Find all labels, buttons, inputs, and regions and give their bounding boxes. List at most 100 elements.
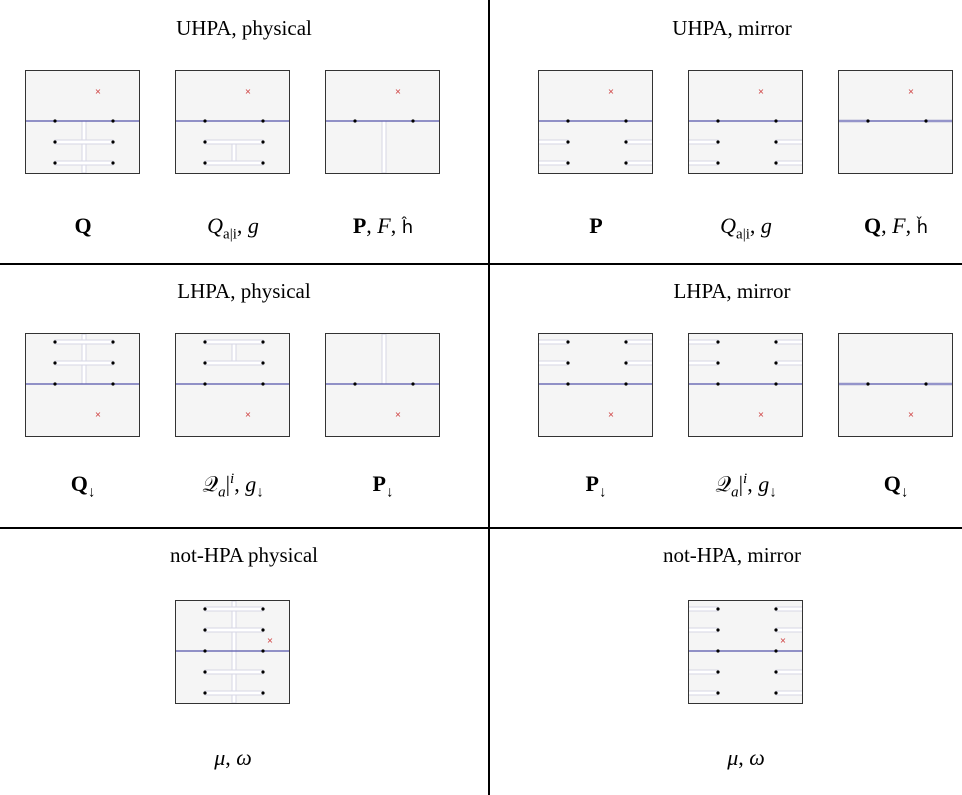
branch-point: [566, 361, 570, 365]
plane-drawing: ×: [689, 606, 802, 696]
plane-drawing: ×: [539, 339, 652, 419]
branch-point: [716, 340, 720, 344]
cell-title: UHPA, mirror: [672, 16, 792, 40]
label-part: i: [743, 471, 748, 487]
label-part: P: [589, 213, 603, 238]
branch-point: [716, 382, 720, 386]
branch-point: [261, 382, 265, 386]
branch-cut: [689, 606, 719, 612]
branch-point: [866, 119, 870, 123]
label-part: ↓: [87, 484, 96, 501]
plane-drawing: ×: [326, 87, 439, 173]
cross-marker: ×: [267, 636, 274, 645]
branch-cut: [689, 339, 719, 345]
branch-point: [203, 382, 207, 386]
branch-cut: [775, 669, 802, 675]
label-part: ĥ: [401, 217, 414, 238]
label-part: ,: [905, 213, 917, 238]
plane-drawing: ×: [326, 334, 439, 419]
branch-point: [203, 649, 207, 653]
function-label: P↓: [308, 471, 458, 501]
branch-cut: [204, 360, 264, 366]
cross-marker: ×: [780, 636, 787, 645]
plane-panel: ×: [688, 333, 803, 437]
branch-point: [774, 119, 778, 123]
row-divider-1: [0, 263, 962, 265]
branch-point: [774, 340, 778, 344]
function-label: P: [521, 213, 671, 239]
branch-point: [624, 140, 628, 144]
branch-point: [624, 361, 628, 365]
branch-point: [261, 691, 265, 695]
branch-point: [411, 119, 415, 123]
function-label: 𝒬a|i, g↓: [158, 471, 308, 502]
branch-cut: [539, 139, 569, 145]
label-part: μ: [727, 745, 739, 770]
branch-point: [924, 382, 928, 386]
branch-point: [53, 382, 57, 386]
function-label: Qa|i, g: [158, 213, 308, 243]
plane-panel: ×: [688, 600, 803, 704]
label-part: g: [758, 471, 770, 497]
branch-point: [774, 670, 778, 674]
branch-cut-vertical: [381, 120, 387, 173]
plane-drawing: ×: [26, 334, 139, 419]
branch-cut: [689, 669, 719, 675]
plane-drawing: ×: [26, 87, 139, 173]
plane-panel: ×: [175, 600, 290, 704]
plane-drawing: ×: [176, 339, 289, 419]
branch-point: [203, 628, 207, 632]
branch-cut: [54, 160, 114, 166]
label-part: F: [377, 213, 391, 238]
branch-point: [774, 361, 778, 365]
function-label: Qa|i, g: [671, 213, 821, 243]
branch-point: [203, 140, 207, 144]
branch-point: [774, 161, 778, 165]
branch-point: [774, 607, 778, 611]
plane-panel: ×: [175, 333, 290, 437]
branch-point: [716, 119, 720, 123]
function-label: μ, ω: [671, 745, 821, 771]
label-part: Q: [74, 213, 92, 238]
plane-panel: ×: [175, 70, 290, 174]
branch-point: [261, 628, 265, 632]
cross-marker: ×: [245, 87, 252, 96]
label-part: ,: [738, 745, 750, 770]
cross-marker: ×: [395, 87, 402, 96]
branch-cut: [689, 160, 719, 166]
label-part: a: [731, 484, 739, 501]
branch-point: [716, 649, 720, 653]
branch-cut: [775, 339, 802, 345]
function-label: Q: [8, 213, 158, 239]
label-part: Q: [207, 213, 224, 238]
label-part: a|i: [736, 226, 750, 243]
label-part: ↓: [256, 484, 264, 501]
branch-cut: [689, 690, 719, 696]
label-part: P: [352, 213, 367, 238]
branch-cut: [625, 139, 652, 145]
label-part: ,: [881, 213, 893, 238]
branch-cut: [625, 339, 652, 345]
label-part: ↓: [598, 484, 607, 501]
branch-cut: [204, 339, 264, 345]
cell-title: UHPA, physical: [176, 16, 312, 40]
plane-panel: ×: [838, 333, 953, 437]
label-part: ↓: [769, 484, 777, 501]
label-part: ↓: [385, 484, 394, 501]
label-part: ,: [234, 471, 246, 497]
branch-point: [111, 340, 115, 344]
label-part: |: [225, 471, 231, 497]
branch-point: [203, 119, 207, 123]
label-part: g: [760, 213, 772, 238]
branch-cut: [204, 160, 264, 166]
function-label: Q↓: [8, 471, 158, 501]
cross-marker: ×: [908, 87, 915, 96]
branch-point: [353, 382, 357, 386]
branch-point: [261, 607, 265, 611]
plane-drawing: ×: [689, 87, 802, 166]
branch-point: [261, 140, 265, 144]
branch-point: [566, 382, 570, 386]
branch-cut: [204, 139, 264, 145]
branch-point: [774, 382, 778, 386]
row-divider-2: [0, 527, 962, 529]
